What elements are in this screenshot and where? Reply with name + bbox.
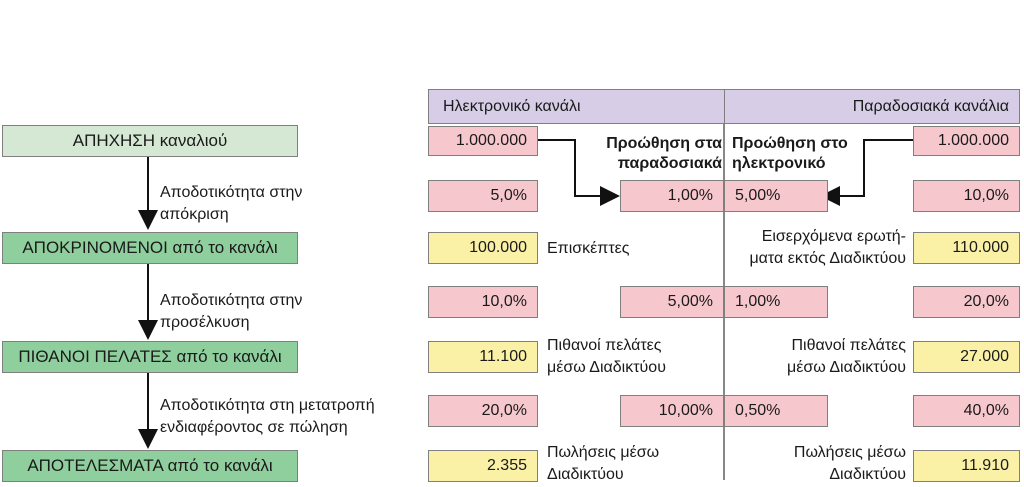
cross-to-traditional-attraction: 5,00% <box>620 286 724 318</box>
traditional-prospects-value: 27.000 <box>913 341 1020 373</box>
cross-to-online-attraction: 1,00% <box>724 286 828 318</box>
cross-to-traditional-conversion: 10,00% <box>620 395 724 427</box>
stage-responders-label: ΑΠΟΚΡΙΝΟΜΕΝΟΙ από το κανάλι <box>22 238 278 257</box>
cross-to-online-conversion: 0,50% <box>724 395 828 427</box>
stage-reach: ΑΠΗΧΗΣΗ καναλιού <box>2 125 298 157</box>
traditional-results-label: Πωλήσεις μέσω Διαδικτύου <box>793 444 906 483</box>
cross-to-online-response: 5,00% <box>724 180 828 212</box>
cross-to-traditional-response: 1,00% <box>620 180 724 212</box>
traditional-attraction-rate: 20,0% <box>913 286 1020 318</box>
traditional-conversion-rate: 40,0% <box>913 395 1020 427</box>
arrow-promo-to-online <box>820 139 913 206</box>
header-traditional: Παραδοσιακά κανάλια <box>724 89 1020 124</box>
traditional-prospects-label: Πιθανοί πελάτες μέσω Διαδικτύου <box>787 337 906 376</box>
online-responders-value: 100.000 <box>428 232 538 264</box>
traditional-results-value: 11.910 <box>913 450 1020 482</box>
online-response-rate: 5,0% <box>428 180 538 212</box>
promo-to-traditional-label: Προώθηση στα παραδοσιακά <box>606 135 722 172</box>
traditional-responders-label: Εισερχόμενα ερωτή- ματα εκτός Διαδικτύου <box>749 228 906 267</box>
promo-to-online-label: Προώθηση στο ηλεκτρονικό <box>732 135 848 172</box>
arrow-promo-to-traditional <box>538 139 620 206</box>
stage-reach-label: ΑΠΗΧΗΣΗ καναλιού <box>72 131 228 150</box>
header-online-label: Ηλεκτρονικό κανάλι <box>443 97 581 115</box>
header-online: Ηλεκτρονικό κανάλι <box>428 89 725 124</box>
stage-results: ΑΠΟΤΕΛΕΣΜΑΤΑ από το κανάλι <box>2 450 298 482</box>
online-conversion-rate: 20,0% <box>428 395 538 427</box>
rate-response-label: Αποδοτικότητα στην απόκριση <box>160 184 303 223</box>
rate-conversion-label: Αποδοτικότητα στη μετατροπή ενδιαφέροντο… <box>160 397 375 436</box>
stage-prospects-label: ΠΙΘΑΝΟΙ ΠΕΛΑΤΕΣ από το κανάλι <box>18 347 282 366</box>
online-prospects-label: Πιθανοί πελάτες μέσω Διαδικτύου <box>547 337 666 376</box>
stage-results-label: ΑΠΟΤΕΛΕΣΜΑΤΑ από το κανάλι <box>27 456 273 475</box>
stage-responders: ΑΠΟΚΡΙΝΟΜΕΝΟΙ από το κανάλι <box>2 232 298 264</box>
online-reach-value: 1.000.000 <box>428 126 538 156</box>
online-results-label: Πωλήσεις μέσω Διαδικτύου <box>547 444 660 483</box>
header-traditional-label: Παραδοσιακά κανάλια <box>852 97 1009 115</box>
online-prospects-value: 11.100 <box>428 341 538 373</box>
rate-attraction-label: Αποδοτικότητα στην προσέλκυση <box>160 292 303 331</box>
online-attraction-rate: 10,0% <box>428 286 538 318</box>
stage-prospects: ΠΙΘΑΝΟΙ ΠΕΛΑΤΕΣ από το κανάλι <box>2 341 298 373</box>
online-responders-label: Επισκέπτες <box>547 240 630 257</box>
traditional-reach-value: 1.000.000 <box>913 126 1020 156</box>
online-results-value: 2.355 <box>428 450 538 482</box>
traditional-response-rate: 10,0% <box>913 180 1020 212</box>
traditional-responders-value: 110.000 <box>913 232 1020 264</box>
